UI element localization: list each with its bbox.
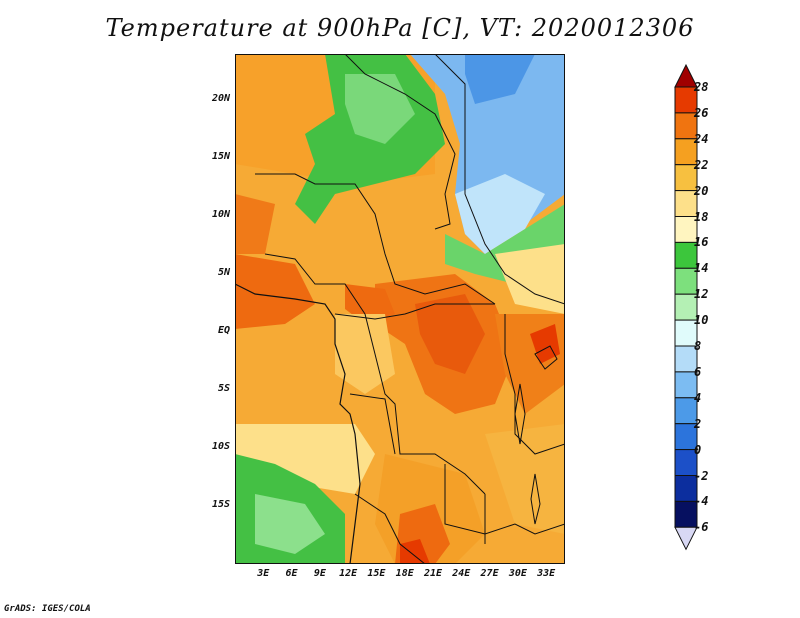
west-hot	[235, 254, 315, 329]
colorbar-label: 24	[694, 131, 709, 146]
lon-label: 15E	[367, 568, 386, 579]
lat-label: EQ	[217, 325, 230, 337]
colorbar-label: 22	[694, 157, 709, 172]
lon-label: 6E	[285, 568, 298, 579]
lat-label: 20N	[211, 93, 230, 105]
lake-tanganyika	[514, 383, 526, 445]
border-2	[434, 54, 466, 154]
sw-light-green	[255, 494, 325, 554]
coastline	[235, 283, 361, 564]
lon-label: 30E	[508, 568, 527, 579]
ne-lightblue	[455, 174, 545, 254]
map-title: Temperature at 900hPa [C], VT: 202001230…	[105, 14, 695, 42]
lat-label: 15S	[211, 499, 230, 511]
border-6	[334, 303, 495, 320]
lon-label: 33E	[537, 568, 556, 579]
lon-label: 24E	[452, 568, 471, 579]
lake-malawi	[530, 473, 541, 525]
border-11	[354, 493, 426, 564]
south-hotter	[400, 539, 430, 564]
lat-label: 5S	[217, 383, 230, 395]
border-4	[255, 173, 496, 305]
lat-label: 5N	[217, 267, 230, 279]
sahara-light-green	[345, 74, 415, 144]
lon-label: 21E	[423, 568, 443, 579]
colorbar-label: 4	[694, 390, 702, 405]
border-7	[364, 313, 486, 495]
map-frame	[235, 54, 565, 564]
colorbar-label: 8	[694, 339, 702, 353]
lon-label: 18E	[395, 568, 414, 579]
se-yellow	[485, 424, 565, 534]
colorbar-bottom-arrow	[674, 526, 698, 551]
border-10	[444, 464, 565, 535]
ne-dark-blue	[465, 54, 535, 104]
colorbar-label: 2	[694, 416, 702, 431]
colorbar-label: -2	[694, 468, 709, 483]
ne-pale	[495, 244, 565, 314]
border-8	[349, 393, 396, 455]
colorbar-label: 0	[694, 442, 702, 457]
central-hotter	[415, 294, 485, 374]
border-3	[464, 154, 565, 305]
temperature-map	[235, 54, 565, 564]
colorbar-label: 14	[694, 261, 709, 276]
border-1	[344, 54, 456, 230]
colorbar-label: -6	[694, 520, 709, 535]
border-5	[264, 253, 366, 315]
colorbar-label: 18	[694, 209, 709, 224]
lake-hot	[530, 324, 560, 364]
lon-label: 27E	[480, 568, 499, 579]
colorbar-label: 28	[694, 80, 709, 94]
lon-label: 3E	[257, 568, 270, 579]
colorbar-label: 20	[694, 183, 709, 198]
lat-label: 10S	[211, 441, 230, 453]
west-hot-2	[235, 194, 275, 254]
colorbar-label: 6	[694, 364, 702, 379]
colorbar	[674, 63, 698, 551]
grads-credit: GrADS: IGES/COLA	[4, 604, 91, 614]
colorbar-label: 12	[694, 287, 709, 302]
lat-label: 10N	[211, 209, 230, 221]
colorbar-label: 10	[694, 313, 709, 328]
lon-label: 9E	[313, 568, 326, 579]
lake-victoria	[534, 345, 558, 370]
colorbar-label: 16	[694, 235, 709, 250]
lat-label: 15N	[211, 151, 230, 163]
lon-label: 12E	[339, 568, 358, 579]
colorbar-label: -4	[694, 494, 709, 509]
colorbar-label: 26	[694, 105, 709, 120]
